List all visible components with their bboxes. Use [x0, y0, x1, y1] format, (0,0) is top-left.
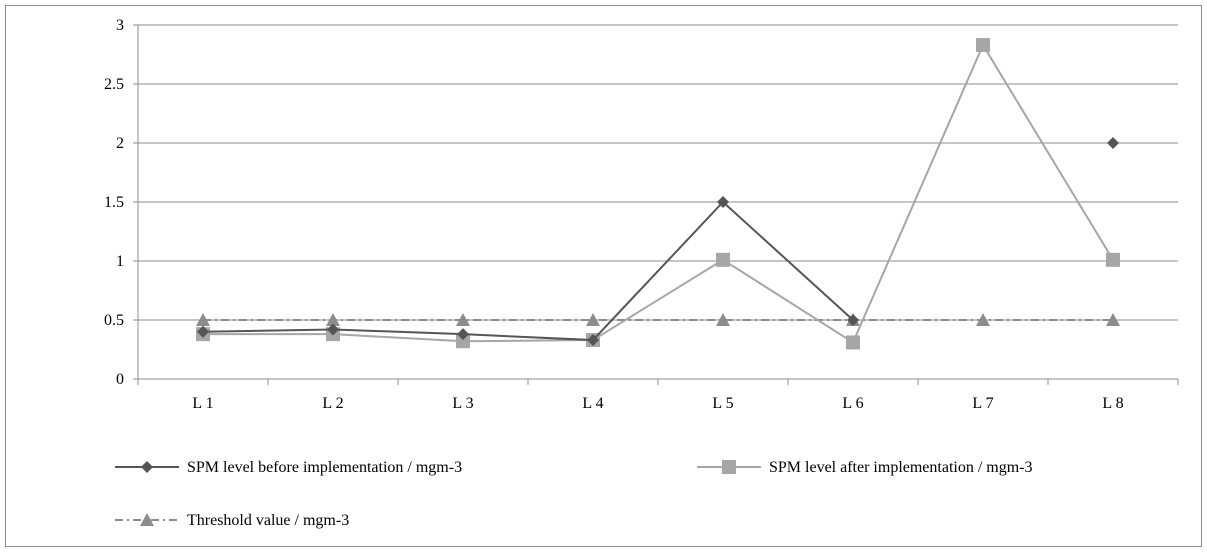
- x-tick-label: L 6: [842, 395, 863, 412]
- legend-item-1: SPM level after implementation / mgm-3: [697, 459, 1033, 476]
- x-tick-label: L 5: [712, 395, 733, 412]
- data-point: [976, 38, 990, 53]
- legend-item-0: SPM level before implementation / mgm-3: [115, 459, 462, 476]
- y-tick-label: 2.5: [104, 76, 124, 93]
- data-point: [976, 313, 990, 326]
- y-tick-label: 1: [116, 253, 124, 270]
- legend-marker: [722, 460, 736, 474]
- data-point: [197, 325, 209, 338]
- series-lines: [196, 38, 1120, 350]
- data-point: [326, 313, 340, 326]
- data-point: [717, 196, 729, 208]
- y-tick-label: 2: [116, 135, 124, 152]
- data-point: [327, 323, 339, 336]
- data-point: [846, 335, 860, 350]
- data-point: [1106, 313, 1120, 326]
- x-tick-label: L 3: [452, 395, 473, 412]
- series-1: [196, 38, 1120, 350]
- data-point: [847, 314, 859, 326]
- y-tick-label: 1.5: [104, 194, 124, 211]
- y-tick-label: 0.5: [104, 312, 124, 329]
- x-tick-label: L 1: [192, 395, 213, 412]
- data-point: [587, 334, 599, 347]
- y-tick-label: 0: [116, 371, 124, 388]
- data-point: [1106, 252, 1120, 267]
- x-tick-label: L 7: [972, 395, 993, 412]
- data-point: [586, 313, 600, 326]
- chart-frame: [5, 5, 1202, 547]
- data-point: [716, 313, 730, 326]
- legend-marker: [140, 513, 154, 526]
- data-point: [196, 313, 210, 326]
- legend-marker: [141, 461, 153, 473]
- series-line-1-0: [203, 42, 1114, 344]
- x-tick-label: L 4: [582, 395, 603, 412]
- data-point: [716, 252, 730, 267]
- series-2: [196, 313, 1120, 326]
- series-line-0-0: [202, 200, 854, 342]
- y-tick-label: 3: [116, 17, 124, 34]
- series-0: [197, 137, 1119, 347]
- data-point: [457, 328, 469, 341]
- gridlines: [138, 24, 1178, 321]
- x-tick-label: L 8: [1102, 395, 1123, 412]
- legend-label: SPM level after implementation / mgm-3: [769, 459, 1033, 476]
- x-tick-label: L 2: [322, 395, 343, 412]
- legend-label: Threshold value / mgm-3: [187, 512, 349, 529]
- legend-label: SPM level before implementation / mgm-3: [187, 459, 462, 476]
- legend-item-2: Threshold value / mgm-3: [115, 512, 349, 529]
- data-point: [456, 334, 470, 349]
- data-point: [456, 313, 470, 326]
- axes: 0 0.5 1 1.5 2 2.5 3 L 1 L 2 L 3 L 4 L 5 L 6 L 7 L 8: [104, 17, 1179, 412]
- data-point: [1107, 137, 1119, 149]
- legend: SPM level before implementation / mgm-3 S…: [115, 459, 1033, 529]
